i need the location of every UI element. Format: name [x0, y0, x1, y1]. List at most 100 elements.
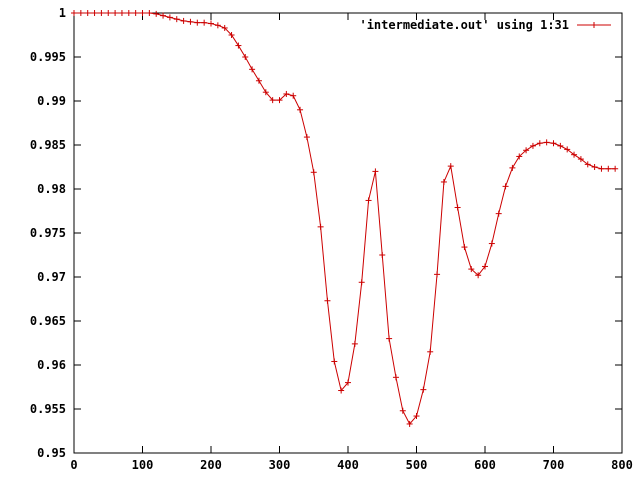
- data-point: [406, 420, 413, 427]
- data-point: [461, 244, 468, 251]
- data-point: [153, 10, 160, 17]
- legend-marker: [591, 22, 597, 28]
- y-tick-label: 0.995: [30, 50, 66, 64]
- legend: 'intermediate.out' using 1:31: [359, 18, 611, 32]
- y-tick-label: 0.98: [37, 182, 66, 196]
- data-point: [303, 134, 310, 141]
- data-point: [434, 271, 441, 278]
- data-point: [475, 272, 482, 279]
- data-point: [351, 340, 358, 347]
- y-tick-label: 0.99: [37, 94, 66, 108]
- data-point: [413, 413, 420, 420]
- data-point: [255, 77, 262, 84]
- y-tick-label: 0.96: [37, 358, 66, 372]
- data-point: [194, 19, 201, 26]
- data-point: [543, 139, 550, 146]
- data-point: [468, 266, 475, 273]
- data-point: [447, 163, 454, 170]
- data-point: [399, 407, 406, 414]
- data-point: [454, 204, 461, 211]
- y-tick-label: 0.985: [30, 138, 66, 152]
- data-point: [112, 10, 119, 16]
- x-tick-label: 300: [269, 458, 291, 472]
- data-point: [331, 358, 338, 365]
- x-tick-label: 500: [406, 458, 428, 472]
- data-point: [536, 140, 543, 147]
- data-point: [118, 10, 125, 16]
- data-point: [228, 32, 235, 38]
- data-point: [98, 10, 105, 16]
- data-point: [372, 168, 379, 175]
- data-point: [187, 18, 194, 25]
- x-tick-label: 200: [200, 458, 222, 472]
- data-point: [276, 97, 283, 104]
- data-point: [105, 10, 112, 16]
- data-point: [523, 147, 530, 154]
- data-point: [84, 10, 91, 16]
- data-point: [495, 210, 502, 217]
- data-point: [584, 161, 591, 168]
- data-point: [77, 10, 84, 16]
- data-point: [166, 14, 173, 21]
- data-point: [612, 165, 619, 172]
- data-point: [297, 106, 304, 113]
- data-point: [269, 97, 276, 104]
- data-point: [591, 164, 598, 170]
- data-point: [345, 379, 351, 386]
- data-point: [440, 178, 447, 185]
- data-point: [386, 335, 393, 342]
- x-tick-label: 800: [611, 458, 633, 472]
- data-point: [180, 17, 187, 24]
- x-tick-label: 0: [70, 458, 77, 472]
- data-point: [235, 42, 242, 49]
- data-point: [488, 240, 495, 247]
- data-point: [160, 12, 167, 19]
- data-point: [262, 89, 269, 96]
- y-tick-label: 0.965: [30, 314, 66, 328]
- data-point: [420, 386, 427, 393]
- data-point: [290, 92, 297, 99]
- plot-frame: [73, 12, 623, 454]
- data-point: [249, 66, 256, 73]
- data-point: [379, 252, 386, 258]
- x-tick-label: 100: [132, 458, 154, 472]
- data-point: [550, 140, 557, 147]
- y-axis: 0.95 0.955 0.96 0.965 0.97 0.975 0.98 0.985 0.99…: [30, 6, 622, 460]
- data-point: [310, 169, 317, 176]
- data-point: [125, 10, 132, 16]
- data-point: [132, 10, 139, 16]
- data-point: [221, 24, 228, 31]
- data-point: [605, 165, 612, 172]
- x-tick-label: 400: [337, 458, 359, 472]
- x-axis: 0 100 200 300 400 500 600 700 800: [70, 13, 633, 472]
- data-point: [283, 90, 290, 97]
- data-point: [427, 348, 434, 355]
- data-point: [338, 387, 345, 394]
- data-point: [208, 20, 214, 27]
- data-point: [509, 164, 516, 171]
- data-point: [529, 142, 536, 149]
- data-point: [557, 142, 564, 149]
- x-tick-label: 700: [543, 458, 565, 472]
- y-tick-label: 1: [59, 6, 66, 20]
- data-point: [71, 10, 77, 16]
- data-point: [482, 263, 488, 270]
- data-point: [516, 153, 523, 160]
- data-point: [564, 146, 571, 153]
- series-line: [74, 12, 616, 425]
- x-tick-label: 600: [474, 458, 496, 472]
- legend-label: 'intermediate.out' using 1:31: [359, 18, 569, 32]
- data-point: [146, 10, 153, 16]
- series-layer: [71, 10, 619, 427]
- data-point: [214, 22, 221, 29]
- y-tick-label: 0.97: [37, 270, 66, 284]
- data-point: [139, 10, 146, 16]
- data-point: [392, 374, 399, 381]
- data-point: [577, 156, 584, 163]
- data-point: [91, 10, 98, 16]
- data-point: [365, 197, 372, 204]
- data-point: [502, 183, 509, 190]
- data-point: [358, 279, 365, 286]
- data-point: [173, 16, 180, 23]
